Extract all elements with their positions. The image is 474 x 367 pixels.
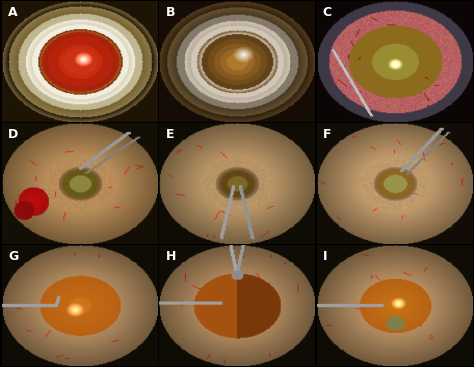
Text: H: H [165,250,176,263]
Text: G: G [8,250,18,263]
Text: A: A [8,6,18,19]
Text: I: I [323,250,328,263]
Text: F: F [323,128,331,141]
Text: E: E [165,128,174,141]
Text: C: C [323,6,332,19]
Text: D: D [8,128,18,141]
Text: B: B [165,6,175,19]
